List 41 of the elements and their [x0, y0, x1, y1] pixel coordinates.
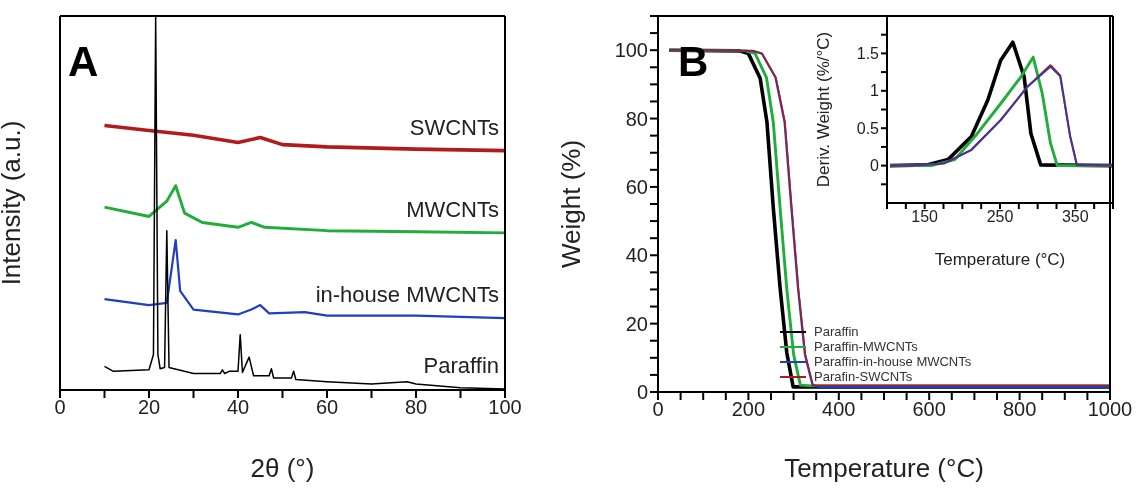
x-tick-label: 40: [226, 396, 250, 419]
y-tick-label: 20: [625, 312, 648, 335]
legend-label: Paraffin-MWCNTs: [814, 339, 918, 354]
y-axis-title: Deriv. Weight (%/°C): [813, 31, 833, 188]
legend-label: Paraffin: [814, 324, 859, 339]
y-axis-title: Weight (%): [555, 139, 586, 269]
series-label: in-house MWCNTs: [315, 282, 499, 308]
x-tick-label: 100: [488, 396, 522, 419]
y-tick-label: 1: [870, 82, 880, 100]
y-tick-label: 0: [636, 381, 648, 404]
x-tick-label: 350: [1061, 208, 1089, 226]
x-tick-label: 60: [315, 396, 339, 419]
x-tick-label: 800: [1002, 398, 1037, 421]
x-tick-label: 20: [137, 396, 161, 419]
legend-label: Parafin-SWCNTs: [814, 369, 913, 384]
x-axis-title: Temperature (°C): [934, 250, 1066, 269]
x-tick-label: 0: [652, 398, 664, 421]
x-tick-label: 1000: [1087, 398, 1133, 421]
series-label: Paraffin: [423, 352, 499, 378]
x-tick-label: 80: [404, 396, 428, 419]
y-tick-label: 80: [625, 107, 648, 130]
y-tick-label: 60: [625, 176, 648, 199]
x-axis-title: Temperature (°C): [784, 453, 984, 483]
x-tick-label: 0: [54, 396, 66, 419]
x-tick-label: 400: [822, 398, 856, 421]
y-axis-title: Intensity (a.u.): [0, 120, 26, 286]
y-tick-label: 0: [870, 157, 880, 175]
y-tick-label: 40: [625, 244, 648, 267]
y-tick-label: 1.5: [856, 45, 880, 63]
x-tick-label: 200: [731, 398, 766, 421]
text: B: [678, 38, 709, 86]
x-tick-label: 150: [911, 208, 939, 226]
series-label: SWCNTs: [409, 114, 499, 140]
x-axis-title: 2θ (°): [250, 453, 315, 483]
text: A: [68, 38, 99, 86]
y-tick-label: 0.5: [856, 119, 880, 137]
x-tick-label: 250: [986, 208, 1014, 226]
legend-label: Paraffin-in-house MWCNTs: [814, 354, 972, 369]
series-label: MWCNTs: [406, 196, 499, 222]
x-tick-label: 600: [912, 398, 946, 421]
y-tick-label: 100: [614, 39, 648, 62]
